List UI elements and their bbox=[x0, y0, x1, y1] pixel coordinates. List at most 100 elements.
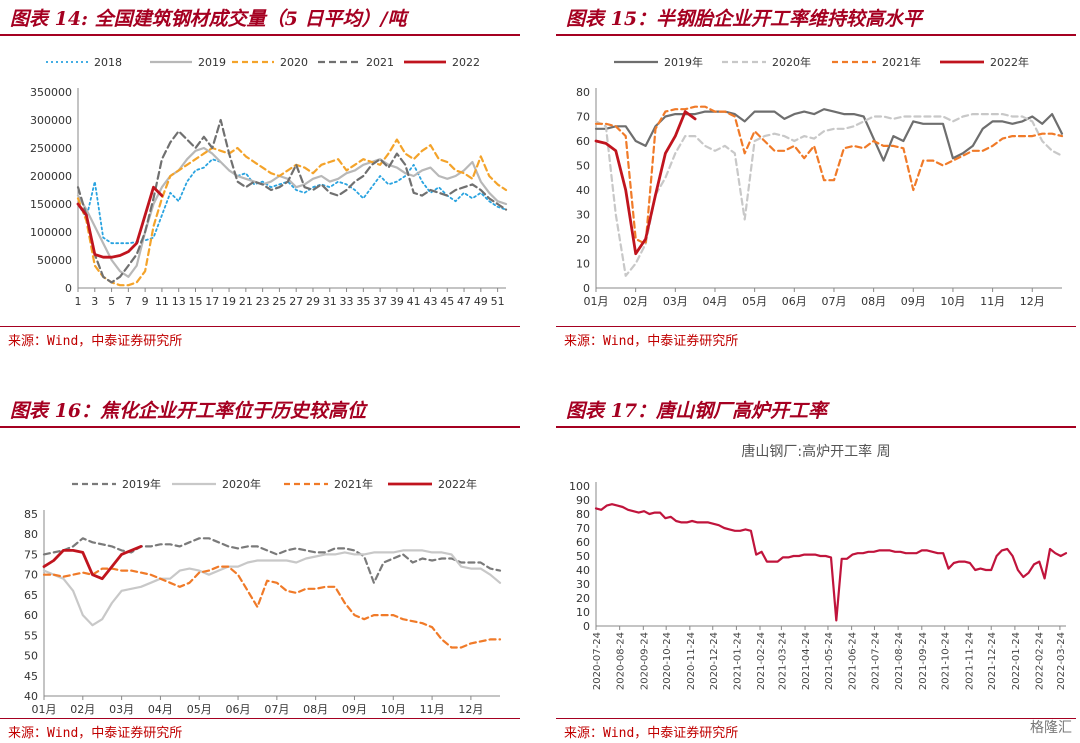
chart-title-bar: 图表 14: 全国建筑钢材成交量（5 日平均）/吨 bbox=[0, 0, 520, 36]
x-tick-label: 2021-11-24 bbox=[964, 632, 975, 690]
x-tick-label: 10月 bbox=[940, 295, 965, 308]
x-tick-label: 7 bbox=[125, 295, 132, 308]
y-tick-label: 0 bbox=[583, 282, 590, 295]
x-tick-label: 06月 bbox=[226, 703, 251, 716]
x-tick-label: 35 bbox=[356, 295, 370, 308]
legend-label: 2021年 bbox=[882, 55, 921, 69]
x-tick-label: 2022-01-24 bbox=[1011, 632, 1022, 690]
y-tick-label: 80 bbox=[24, 528, 38, 541]
x-tick-label: 2022-03-24 bbox=[1056, 632, 1067, 690]
legend-label: 2021年 bbox=[334, 477, 373, 491]
legend-label: 2018 bbox=[94, 56, 122, 69]
y-tick-label: 55 bbox=[24, 629, 38, 642]
chart-title-bar: 图表 15：半钢胎企业开工率维持较高水平 bbox=[556, 0, 1076, 36]
x-tick-label: 2021-06-24 bbox=[848, 632, 859, 690]
x-tick-label: 2021-05-24 bbox=[824, 632, 835, 690]
x-tick-label: 2020-12-24 bbox=[709, 632, 720, 690]
chart-title: 图表 17：唐山钢厂高炉开工率 bbox=[566, 400, 828, 422]
x-tick-label: 5 bbox=[108, 295, 115, 308]
chart-canvas: 唐山钢厂:高炉开工率 周10090807060504030201002020-0… bbox=[569, 443, 1068, 690]
legend-label: 2022年 bbox=[438, 477, 477, 491]
x-tick-label: 29 bbox=[306, 295, 320, 308]
x-tick-label: 02月 bbox=[623, 295, 648, 308]
series-line bbox=[594, 105, 1064, 245]
y-tick-label: 60 bbox=[576, 536, 590, 549]
series-line bbox=[77, 158, 507, 245]
chart-source: 来源：Wind，中泰证券研究所 bbox=[564, 726, 739, 741]
y-tick-label: 90 bbox=[576, 494, 590, 507]
x-tick-label: 17 bbox=[205, 295, 219, 308]
chart-source-bar: 来源：Wind，中泰证券研究所 bbox=[0, 326, 520, 351]
x-tick-label: 43 bbox=[423, 295, 437, 308]
x-tick-label: 47 bbox=[457, 295, 471, 308]
x-tick-label: 09月 bbox=[901, 295, 926, 308]
x-tick-label: 09月 bbox=[342, 703, 367, 716]
chart-title: 图表 15：半钢胎企业开工率维持较高水平 bbox=[566, 8, 923, 30]
x-tick-label: 2021-02-24 bbox=[756, 632, 767, 690]
y-tick-label: 10 bbox=[576, 606, 590, 619]
y-tick-label: 40 bbox=[576, 564, 590, 577]
legend-label: 2019年 bbox=[122, 477, 161, 491]
y-tick-label: 150000 bbox=[30, 198, 72, 211]
x-tick-label: 2022-02-24 bbox=[1035, 632, 1046, 690]
x-tick-label: 2020-11-24 bbox=[686, 632, 697, 690]
y-tick-label: 350000 bbox=[30, 86, 72, 99]
y-tick-label: 60 bbox=[24, 609, 38, 622]
x-tick-label: 21 bbox=[239, 295, 253, 308]
y-tick-label: 50 bbox=[576, 550, 590, 563]
x-tick-label: 04月 bbox=[148, 703, 173, 716]
panel-chart-17: 图表 17：唐山钢厂高炉开工率 唐山钢厂:高炉开工率 周 100 90 80 70 60 5… bbox=[556, 392, 1076, 742]
x-tick-label: 2020-07-24 bbox=[592, 632, 603, 690]
y-tick-label: 50 bbox=[576, 160, 590, 173]
y-tick-label: 0 bbox=[583, 620, 590, 633]
x-tick-label: 15 bbox=[188, 295, 202, 308]
y-tick-label: 40 bbox=[24, 690, 38, 703]
y-tick-label: 100000 bbox=[30, 226, 72, 239]
x-tick-label: 19 bbox=[222, 295, 236, 308]
x-tick-label: 3 bbox=[91, 295, 98, 308]
legend-label: 2020年 bbox=[772, 55, 811, 69]
x-tick-label: 01月 bbox=[32, 703, 57, 716]
series-line bbox=[594, 110, 697, 256]
x-tick-label: 1 bbox=[75, 295, 82, 308]
x-tick-label: 23 bbox=[256, 295, 270, 308]
series-line bbox=[42, 537, 502, 584]
y-tick-label: 300000 bbox=[30, 114, 72, 127]
x-tick-label: 13 bbox=[172, 295, 186, 308]
chart-inner-title: 唐山钢厂:高炉开工率 周 bbox=[741, 443, 890, 460]
y-tick-label: 30 bbox=[576, 578, 590, 591]
series-line bbox=[42, 565, 502, 649]
x-tick-label: 05月 bbox=[742, 295, 767, 308]
y-tick-label: 65 bbox=[24, 589, 38, 602]
y-tick-label: 40 bbox=[576, 184, 590, 197]
x-tick-label: 06月 bbox=[782, 295, 807, 308]
chart-source-bar: 来源：Wind，中泰证券研究所 bbox=[556, 718, 1076, 743]
x-tick-label: 2021-12-24 bbox=[987, 632, 998, 690]
y-tick-label: 80 bbox=[576, 508, 590, 521]
x-tick-label: 39 bbox=[390, 295, 404, 308]
y-tick-label: 70 bbox=[24, 569, 38, 582]
chart-source-bar: 来源：Wind，中泰证券研究所 bbox=[556, 326, 1076, 351]
y-tick-label: 80 bbox=[576, 86, 590, 99]
series-line bbox=[42, 549, 502, 627]
series-line bbox=[76, 138, 508, 287]
legend-label: 2020 bbox=[280, 56, 308, 69]
x-tick-label: 37 bbox=[373, 295, 387, 308]
x-tick-label: 2021-09-24 bbox=[918, 632, 929, 690]
x-tick-label: 01月 bbox=[584, 295, 609, 308]
chart-title: 图表 14: 全国建筑钢材成交量（5 日平均）/吨 bbox=[10, 8, 407, 30]
chart-title: 图表 16：焦化企业开工率位于历史较高位 bbox=[10, 400, 367, 422]
x-tick-label: 27 bbox=[289, 295, 303, 308]
chart-source-bar: 来源：Wind，中泰证券研究所 bbox=[0, 718, 520, 743]
chart-canvas: 350000 300000 250000 200000 150000 100000 5000… bbox=[30, 56, 508, 308]
y-tick-label: 70 bbox=[576, 522, 590, 535]
legend-label: 2022 bbox=[452, 56, 480, 69]
x-tick-label: 25 bbox=[272, 295, 286, 308]
x-tick-label: 11月 bbox=[980, 295, 1005, 308]
legend-label: 2022年 bbox=[990, 55, 1029, 69]
x-tick-label: 10月 bbox=[381, 703, 406, 716]
series-line bbox=[594, 108, 1064, 162]
chart-source: 来源：Wind，中泰证券研究所 bbox=[564, 334, 739, 349]
x-tick-label: 49 bbox=[474, 295, 488, 308]
